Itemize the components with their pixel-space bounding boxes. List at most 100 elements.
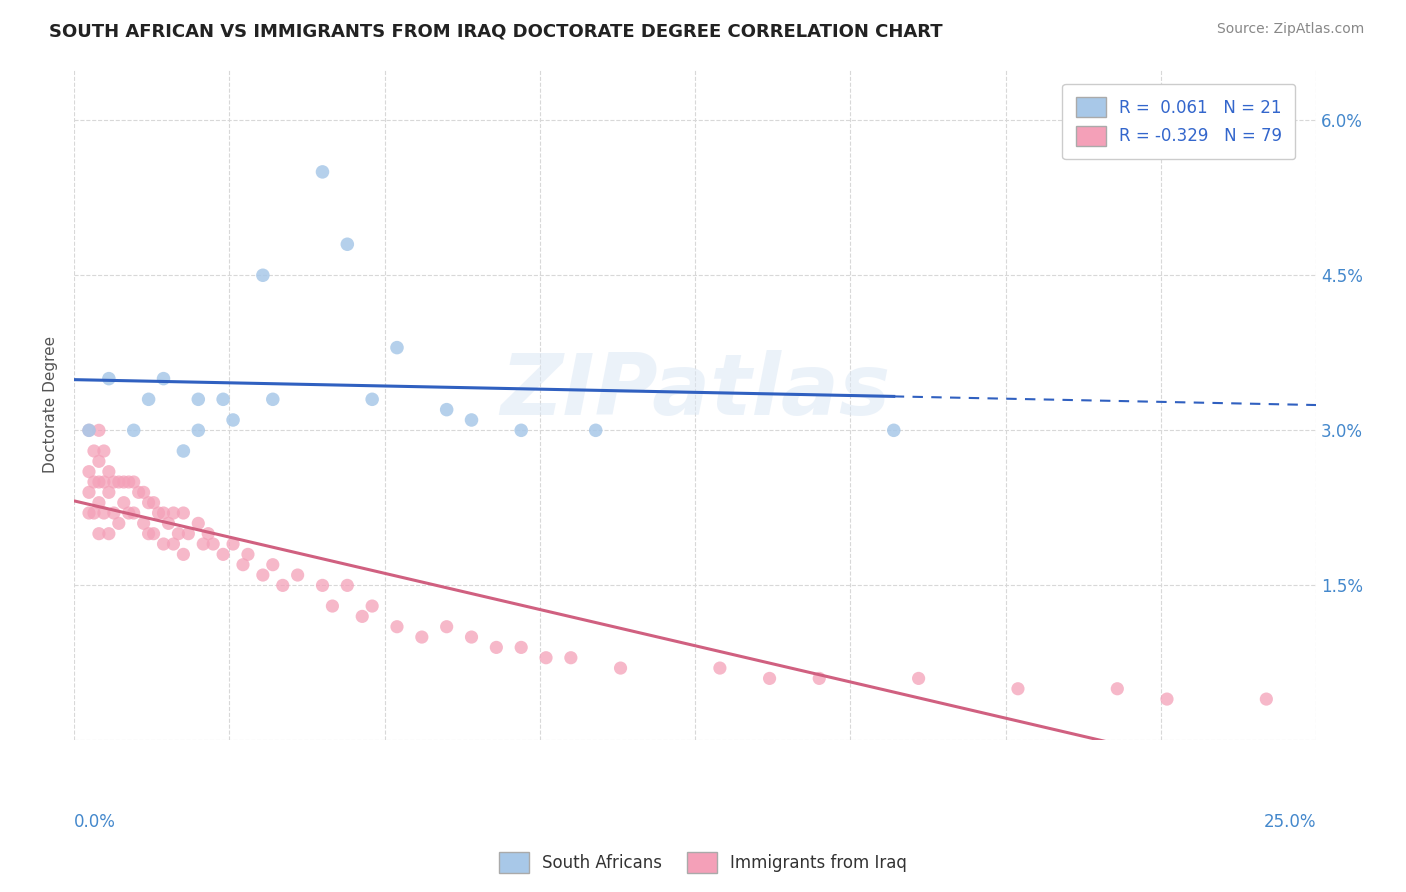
Point	[311, 578, 333, 592]
Point	[157, 516, 180, 531]
Point	[1256, 692, 1278, 706]
Point	[172, 547, 194, 561]
Point	[97, 526, 120, 541]
Point	[460, 413, 482, 427]
Text: ZIPatlas: ZIPatlas	[501, 350, 890, 433]
Point	[97, 485, 120, 500]
Point	[128, 485, 150, 500]
Point	[436, 620, 458, 634]
Point	[212, 547, 235, 561]
Legend: South Africans, Immigrants from Iraq: South Africans, Immigrants from Iraq	[492, 846, 914, 880]
Point	[118, 475, 141, 489]
Point	[758, 672, 780, 686]
Point	[193, 537, 215, 551]
Point	[336, 237, 359, 252]
Point	[152, 537, 174, 551]
Point	[103, 475, 125, 489]
Point	[97, 371, 120, 385]
Point	[77, 423, 100, 437]
Point	[122, 506, 145, 520]
Point	[132, 516, 155, 531]
Point	[321, 599, 343, 613]
Point	[162, 537, 184, 551]
Point	[1007, 681, 1029, 696]
Point	[87, 526, 110, 541]
Point	[262, 558, 284, 572]
Point	[77, 423, 100, 437]
Point	[808, 672, 831, 686]
Point	[122, 475, 145, 489]
Point	[112, 475, 135, 489]
Point	[132, 485, 155, 500]
Text: Source: ZipAtlas.com: Source: ZipAtlas.com	[1216, 22, 1364, 37]
Point	[87, 475, 110, 489]
Point	[177, 526, 200, 541]
Point	[262, 392, 284, 407]
Point	[148, 506, 170, 520]
Point	[336, 578, 359, 592]
Point	[118, 506, 141, 520]
Point	[103, 506, 125, 520]
Point	[77, 465, 100, 479]
Point	[152, 506, 174, 520]
Point	[411, 630, 433, 644]
Point	[560, 650, 582, 665]
Point	[83, 475, 105, 489]
Point	[236, 547, 259, 561]
Point	[361, 392, 384, 407]
Point	[167, 526, 190, 541]
Point	[138, 526, 160, 541]
Point	[460, 630, 482, 644]
Point	[510, 423, 533, 437]
Point	[142, 526, 165, 541]
Point	[534, 650, 557, 665]
Point	[83, 506, 105, 520]
Point	[87, 496, 110, 510]
Point	[87, 423, 110, 437]
Point	[385, 341, 408, 355]
Point	[287, 568, 309, 582]
Point	[212, 392, 235, 407]
Point	[107, 516, 129, 531]
Point	[77, 485, 100, 500]
Legend: R =  0.061   N = 21, R = -0.329   N = 79: R = 0.061 N = 21, R = -0.329 N = 79	[1063, 84, 1295, 160]
Point	[93, 444, 115, 458]
Point	[271, 578, 294, 592]
Point	[1156, 692, 1178, 706]
Point	[352, 609, 374, 624]
Point	[152, 371, 174, 385]
Point	[97, 465, 120, 479]
Text: SOUTH AFRICAN VS IMMIGRANTS FROM IRAQ DOCTORATE DEGREE CORRELATION CHART: SOUTH AFRICAN VS IMMIGRANTS FROM IRAQ DO…	[49, 22, 943, 40]
Point	[436, 402, 458, 417]
Point	[187, 516, 209, 531]
Point	[485, 640, 508, 655]
Text: 0.0%: 0.0%	[75, 813, 115, 830]
Point	[122, 423, 145, 437]
Point	[883, 423, 905, 437]
Point	[172, 506, 194, 520]
Point	[112, 496, 135, 510]
Point	[142, 496, 165, 510]
Point	[162, 506, 184, 520]
Point	[107, 475, 129, 489]
Point	[83, 444, 105, 458]
Point	[252, 568, 274, 582]
Point	[385, 620, 408, 634]
Point	[202, 537, 225, 551]
Point	[311, 165, 333, 179]
Point	[252, 268, 274, 283]
Point	[93, 475, 115, 489]
Y-axis label: Doctorate Degree: Doctorate Degree	[44, 336, 58, 473]
Point	[187, 423, 209, 437]
Point	[609, 661, 631, 675]
Point	[93, 506, 115, 520]
Text: 25.0%: 25.0%	[1264, 813, 1316, 830]
Point	[197, 526, 219, 541]
Point	[187, 392, 209, 407]
Point	[510, 640, 533, 655]
Point	[77, 506, 100, 520]
Point	[907, 672, 929, 686]
Point	[1107, 681, 1129, 696]
Point	[709, 661, 731, 675]
Point	[172, 444, 194, 458]
